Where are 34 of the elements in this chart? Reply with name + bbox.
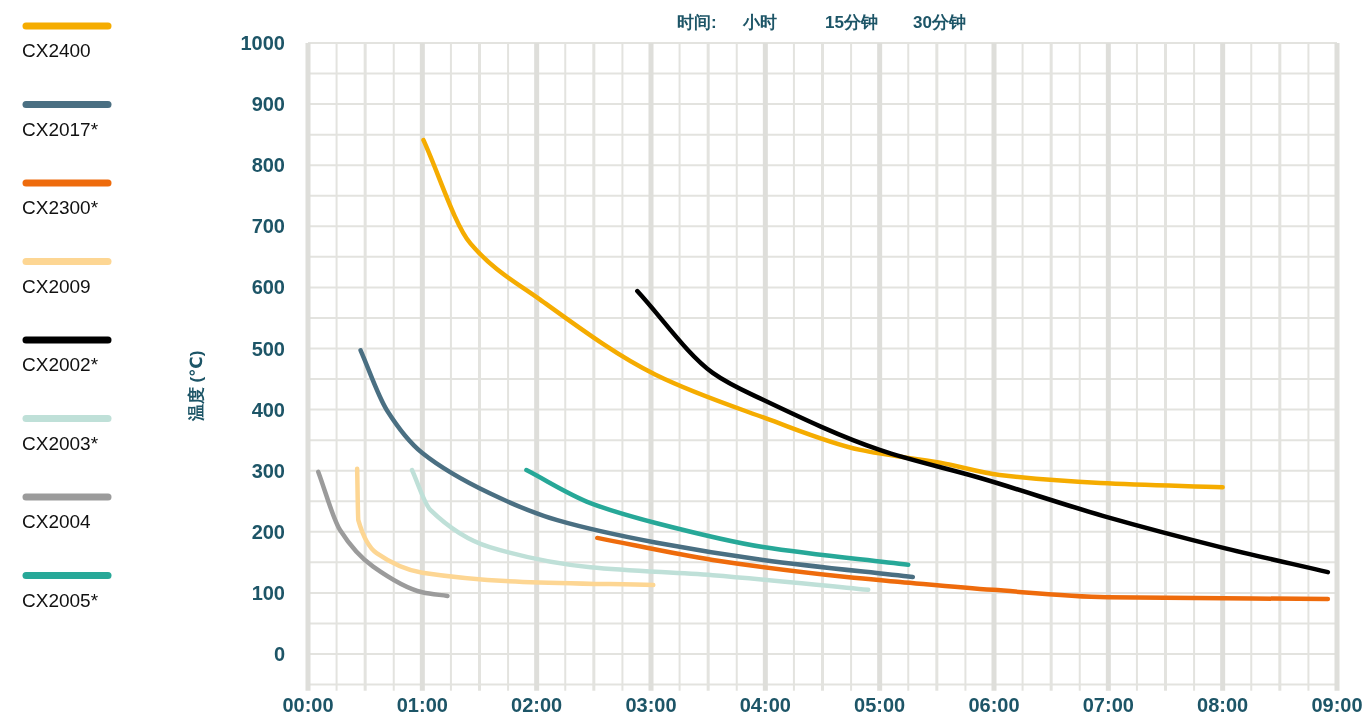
y-tick-label: 700: [251, 215, 285, 238]
text: 时间:: [677, 13, 717, 32]
y-tick-label: 0: [273, 643, 285, 665]
legend-label: CX2009: [22, 275, 91, 297]
x-tick-label: 05:00: [854, 693, 906, 716]
legend-label: CX2003*: [22, 432, 99, 454]
legend-label: CX2017*: [22, 118, 99, 140]
text: 15分钟: [825, 13, 878, 32]
legend-label: CX2400: [22, 40, 91, 61]
text: 30分钟: [913, 13, 966, 32]
y-tick-label: 1000: [240, 32, 285, 54]
y-tick-label: 300: [251, 459, 285, 482]
x-tick-label: 07:00: [1082, 693, 1134, 716]
legend-label: CX2004: [22, 511, 92, 532]
y-tick-label: 500: [251, 337, 285, 360]
y-tick-label: 900: [251, 93, 285, 116]
x-tick-label: 00:00: [282, 693, 334, 716]
legend-label: CX2002*: [22, 354, 99, 375]
text: 小时: [742, 13, 777, 32]
y-tick-label: 400: [251, 398, 285, 421]
x-tick-label: 08:00: [1197, 693, 1249, 716]
legend-label: CX2300*: [22, 197, 99, 218]
x-tick-label: 01:00: [396, 693, 448, 716]
y-tick-label: 200: [251, 520, 285, 543]
y-tick-label: 600: [251, 276, 285, 299]
x-tick-label: 04:00: [739, 693, 791, 716]
x-tick-label: 06:00: [968, 693, 1020, 716]
y-tick-label: 800: [251, 154, 285, 177]
legend-label: CX2005*: [22, 589, 99, 611]
y-tick-label: 100: [251, 581, 285, 604]
x-tick-label: 03:00: [625, 693, 677, 716]
x-tick-label: 02:00: [511, 693, 563, 716]
y-axis-title: 温度 (℃): [187, 350, 206, 423]
x-tick-label: 09:00: [1311, 693, 1363, 716]
